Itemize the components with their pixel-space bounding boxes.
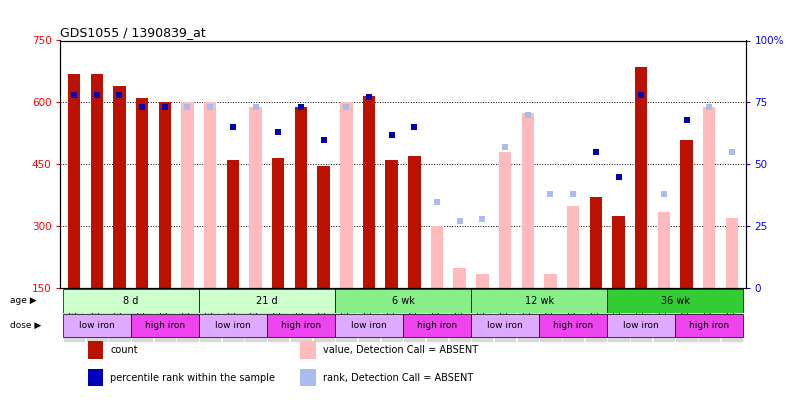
Text: high iron: high iron <box>145 321 185 330</box>
Bar <box>63 313 131 337</box>
Bar <box>539 313 607 337</box>
Text: low iron: low iron <box>351 321 387 330</box>
Bar <box>680 140 693 288</box>
Text: dose ▶: dose ▶ <box>10 321 42 330</box>
Bar <box>544 274 557 288</box>
Bar <box>300 341 316 359</box>
Bar <box>113 86 126 288</box>
Text: value, Detection Call = ABSENT: value, Detection Call = ABSENT <box>322 345 478 355</box>
Bar <box>471 289 607 313</box>
Bar <box>335 289 471 313</box>
Bar <box>675 313 743 337</box>
Text: GDS1055 / 1390839_at: GDS1055 / 1390839_at <box>60 26 206 39</box>
Text: low iron: low iron <box>487 321 523 330</box>
Bar <box>131 313 199 337</box>
Bar <box>476 274 488 288</box>
Bar <box>199 313 267 337</box>
Text: high iron: high iron <box>689 321 729 330</box>
Bar <box>725 218 738 288</box>
Bar <box>267 313 335 337</box>
Bar <box>63 289 199 313</box>
Text: rank, Detection Call = ABSENT: rank, Detection Call = ABSENT <box>322 373 473 383</box>
Bar <box>204 102 217 288</box>
Bar <box>567 206 580 288</box>
Bar <box>430 226 443 288</box>
Bar <box>363 96 376 288</box>
Bar <box>403 313 471 337</box>
Bar <box>159 102 171 288</box>
Bar <box>340 102 352 288</box>
Bar <box>658 212 670 288</box>
Text: low iron: low iron <box>623 321 659 330</box>
Text: 12 wk: 12 wk <box>525 296 554 306</box>
Bar <box>300 369 316 386</box>
Text: count: count <box>110 345 138 355</box>
Text: low iron: low iron <box>79 321 114 330</box>
Bar <box>272 158 285 288</box>
Bar <box>521 113 534 288</box>
Text: low iron: low iron <box>215 321 251 330</box>
Text: percentile rank within the sample: percentile rank within the sample <box>110 373 275 383</box>
Bar <box>68 74 81 288</box>
Bar <box>136 98 148 288</box>
Text: high iron: high iron <box>553 321 593 330</box>
Bar <box>249 107 262 288</box>
Text: 6 wk: 6 wk <box>392 296 414 306</box>
Bar <box>90 74 103 288</box>
Bar <box>318 166 330 288</box>
Text: 8 d: 8 d <box>123 296 139 306</box>
Text: 21 d: 21 d <box>256 296 278 306</box>
Bar <box>199 289 335 313</box>
Bar <box>385 160 398 288</box>
Bar <box>635 67 647 288</box>
Bar <box>181 102 193 288</box>
Bar <box>613 216 625 288</box>
Bar <box>454 268 466 288</box>
Bar <box>499 152 511 288</box>
Bar <box>335 313 403 337</box>
Text: 36 wk: 36 wk <box>661 296 690 306</box>
Bar <box>295 107 307 288</box>
Bar <box>88 341 103 359</box>
Text: age ▶: age ▶ <box>10 296 37 305</box>
Bar <box>471 313 539 337</box>
Bar <box>408 156 421 288</box>
Bar <box>607 313 675 337</box>
Bar <box>589 198 602 288</box>
Bar <box>226 160 239 288</box>
Bar <box>88 369 103 386</box>
Text: high iron: high iron <box>417 321 457 330</box>
Bar <box>607 289 743 313</box>
Bar <box>703 107 716 288</box>
Text: high iron: high iron <box>280 321 321 330</box>
